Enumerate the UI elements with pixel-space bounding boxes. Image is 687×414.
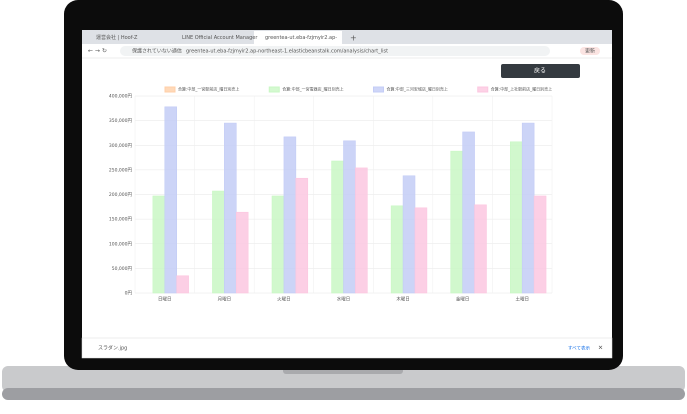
y-tick-label: 300,000円 [109,143,133,149]
nav-buttons[interactable]: ← → ↻ [88,48,107,55]
legend-label: 合算:中部_一宮駅前店_曜日別売上 [178,86,239,92]
chart: 0円 50,000円 100,000円 150,000円 200,000円 250,000… [109,86,553,303]
legend-swatch [164,86,176,93]
bar [521,122,535,294]
bar [402,175,416,294]
bar [176,275,189,294]
bar [235,211,249,294]
y-tick-label: 350,000円 [109,118,133,124]
security-label[interactable]: 保護されていない通信 [132,48,182,55]
legend-label: 合算:中部_三河安城店_曜日別売上 [387,86,448,92]
x-tick-label: 木曜日 [396,296,410,303]
back-button[interactable] [501,64,580,78]
bar [450,150,463,294]
back-label[interactable]: 戻る [534,67,546,75]
legend-swatch [268,86,280,93]
tab-strip [82,30,612,44]
tab-title[interactable]: LINE Official Account Manager [182,35,258,41]
active-tab[interactable] [254,31,342,44]
x-tick-label: 月曜日 [218,297,232,303]
download-file[interactable]: スラダン.jpg [98,345,127,352]
bar [343,140,356,294]
y-tick-label: 0円 [125,291,133,297]
new-tab[interactable]: + [350,34,357,43]
bar [212,190,225,294]
bar [331,160,344,294]
update-label[interactable]: 更新 [585,48,595,55]
bar [355,167,368,294]
laptop-base-edge [2,388,685,400]
bar [271,195,285,294]
close-downloads[interactable]: ✕ [598,345,603,352]
laptop-base [2,366,685,392]
bar [462,131,475,294]
x-tick-label: 火曜日 [277,297,291,303]
y-tick-label: 400,000円 [109,94,133,100]
y-tick-label: 50,000円 [112,266,133,272]
bar [414,207,428,294]
bar [295,177,309,294]
bar [509,141,523,294]
tab-title[interactable]: 運営会社 | Hoof-Z [96,34,138,41]
legend-swatch [477,86,489,93]
address-bar[interactable] [120,46,550,56]
y-tick-label: 150,000円 [109,217,133,223]
x-tick-label: 日曜日 [158,297,172,303]
legend-swatch [373,86,384,93]
url[interactable]: greentea-ut.eba-fzjmyir2.ap-northeast-1.… [186,49,388,55]
bar [224,122,237,294]
bar [283,136,297,294]
x-tick-label: 水曜日 [337,296,351,303]
y-tick-label: 250,000円 [109,167,133,173]
tab-title[interactable]: greentea-ut.eba-fzjmyir2.ap- [265,35,337,41]
bar [152,195,166,294]
y-tick-label: 100,000円 [109,241,133,247]
bar [533,195,547,294]
update-button[interactable] [580,47,600,55]
download-bar [81,337,613,359]
x-tick-label: 土曜日 [515,296,529,303]
bar [164,106,178,294]
show-all[interactable]: すべて表示 [568,345,591,352]
legend-label: 合算:中部_一宮電器店_曜日別売上 [282,86,343,92]
bar [474,204,487,294]
bar [390,205,404,294]
x-tick-label: 金曜日 [456,296,470,303]
y-tick-label: 200,000円 [109,192,133,198]
legend-label: 合算:中部_上社駅前店_曜日別売上 [491,86,552,92]
